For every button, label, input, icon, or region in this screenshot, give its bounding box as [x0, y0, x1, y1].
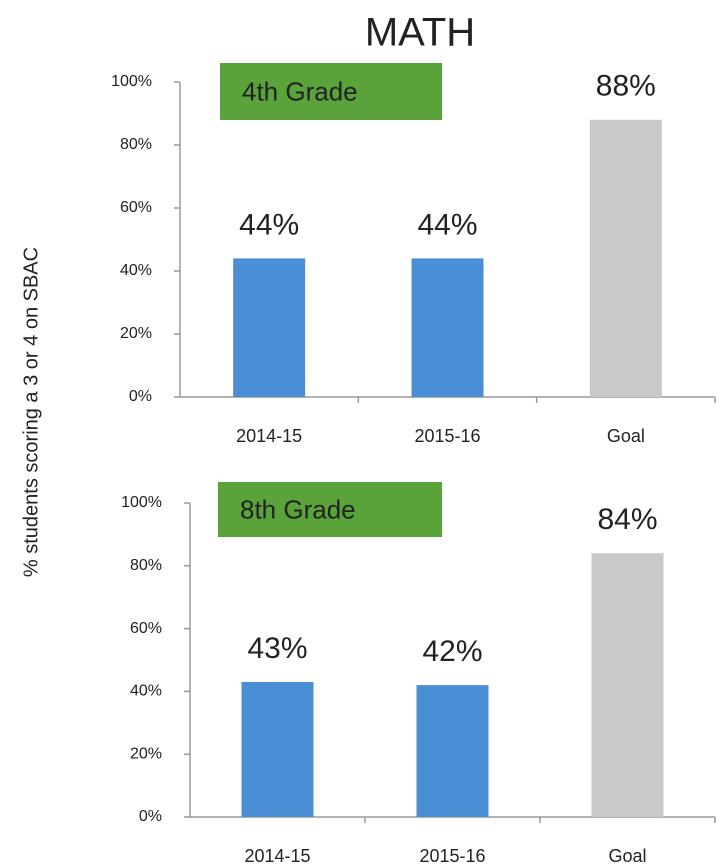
- bar: [233, 258, 306, 397]
- y-tick-label: 40%: [130, 683, 162, 700]
- bar: [241, 681, 314, 817]
- value-label: 84%: [597, 503, 657, 536]
- y-tick-label: 0%: [139, 808, 162, 825]
- bar: [411, 258, 484, 397]
- x-tick-label: 2014-15: [236, 426, 302, 446]
- grade-badge: [218, 482, 442, 537]
- value-label: 44%: [417, 208, 477, 241]
- y-tick-label: 20%: [130, 745, 162, 762]
- value-label: 42%: [422, 635, 482, 668]
- grade-label: 8th Grade: [240, 494, 356, 524]
- bar: [591, 553, 664, 817]
- y-tick-label: 100%: [111, 73, 152, 90]
- x-tick-label: Goal: [608, 846, 646, 864]
- y-tick-label: 60%: [130, 620, 162, 637]
- value-label: 43%: [247, 632, 307, 665]
- grade-badge: [220, 63, 442, 120]
- y-tick-label: 60%: [120, 199, 152, 216]
- bar: [416, 685, 489, 817]
- chart-title: MATH: [365, 11, 475, 55]
- bar: [589, 119, 662, 398]
- y-tick-label: 40%: [120, 262, 152, 279]
- value-label: 44%: [239, 208, 299, 241]
- y-tick-label: 100%: [121, 494, 162, 511]
- value-label: 88%: [596, 70, 656, 103]
- y-tick-label: 80%: [130, 557, 162, 574]
- y-tick-label: 80%: [120, 136, 152, 153]
- x-tick-label: 2014-15: [244, 846, 310, 864]
- y-axis-label: % students scoring a 3 or 4 on SBAC: [20, 247, 42, 577]
- grade-label: 4th Grade: [242, 76, 358, 106]
- x-tick-label: 2015-16: [419, 846, 485, 864]
- y-tick-label: 0%: [129, 388, 152, 405]
- y-tick-label: 20%: [120, 325, 152, 342]
- x-tick-label: Goal: [607, 426, 645, 446]
- x-tick-label: 2015-16: [414, 426, 480, 446]
